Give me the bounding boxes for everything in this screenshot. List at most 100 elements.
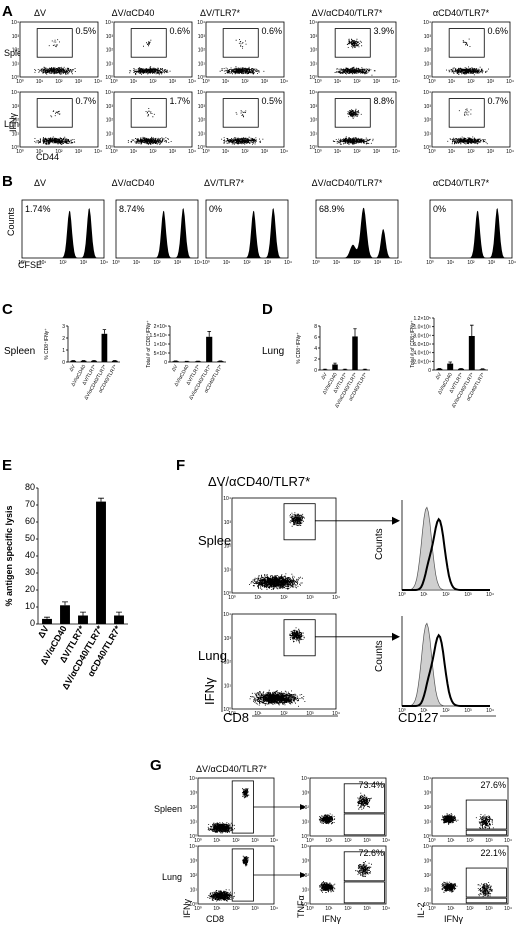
- panel-c-total-chart-bar-3: [206, 336, 213, 362]
- panel-a-lung-3-positive-cloud: [347, 108, 362, 119]
- panel-b-hist-2-xtick: 10⁰: [202, 260, 210, 266]
- panel-f-spleen-xtick: 10⁰: [228, 595, 236, 601]
- panel-f-spleen-hist-xtick: 10³: [464, 592, 472, 598]
- panel-f-lung-hist-axes: [401, 616, 490, 707]
- panel-a-spleen-4-percent: 0.6%: [487, 26, 508, 36]
- panel-f-lung-arrow-head: [392, 632, 400, 641]
- panel-b-hist-1-percent: 8.74%: [119, 204, 145, 214]
- panel-d-percent-chart-ytick-label: 2: [314, 357, 317, 363]
- panel-g-spleen-cd8-ytick: 10³: [190, 791, 198, 797]
- panel-g-lung-cd8-negative-cloud: [207, 889, 235, 902]
- panel-a-spleen-2-ytick: 10⁴: [197, 20, 205, 26]
- panel-a-lung-1-xtick: 10¹: [130, 149, 138, 155]
- panel-a-spleen-3-percent: 3.9%: [373, 26, 394, 36]
- panel-f-spleen-xtick: 10³: [306, 595, 314, 601]
- panel-g-spleen-cd8-xtick: 10¹: [213, 838, 221, 844]
- panel-b-hist-1-xtick: 10¹: [133, 260, 141, 266]
- panel-b-hist-1-xtick: 10⁰: [112, 260, 120, 266]
- panel-c-percent-chart-bar-3: [101, 333, 108, 362]
- panel-label-g: G: [150, 757, 162, 774]
- panel-g-row-spleen: Spleen: [154, 804, 182, 814]
- panel-g-lung-il2-gate-lower: [465, 897, 507, 904]
- panel-b-col-0: ΔV: [34, 178, 46, 188]
- panel-e-lysis-chart-ytick-label: 0: [30, 618, 35, 628]
- panel-a-lung-3-xtick: 10⁰: [314, 149, 322, 155]
- panel-f-spleen-hist-isotype: [402, 506, 490, 591]
- panel-d-percent-chart-bar-1: [332, 364, 338, 370]
- panel-label-f: F: [176, 457, 185, 474]
- panel-e-lysis-chart-ylabel: % antigen specific lysis: [4, 505, 14, 606]
- panel-a-x-label: CD44: [36, 152, 59, 162]
- panel-d-percent-chart-bar-2: [342, 369, 348, 370]
- panel-a-spleen-4-xtick: 10²: [467, 79, 475, 85]
- panel-a-spleen-4-ytick: 10⁰: [423, 75, 431, 81]
- panel-a-spleen-2-ytick: 10³: [198, 34, 206, 40]
- panel-a-spleen-2-xtick: 10³: [261, 79, 269, 85]
- panel-a-spleen-0-xtick: 10⁰: [16, 79, 24, 85]
- panel-a-lung-4-frame: [431, 91, 511, 148]
- panel-b-hist-0-xtick: 10⁰: [18, 260, 26, 266]
- panel-e-lysis-chart-bar-0: [42, 618, 52, 624]
- panel-e-lysis-chart-ytick-label: 70: [25, 499, 35, 509]
- panel-d-total-chart-ytick-label: 4.0×10⁴: [413, 351, 431, 357]
- panel-e-lysis-chart-ytick-label: 20: [25, 584, 35, 594]
- panel-a-spleen-0-positive-cloud: [48, 39, 60, 48]
- panel-b-hist-1-xtick: 10⁴: [194, 260, 202, 266]
- panel-g-spleen-tnf-gate-lower: [343, 813, 385, 836]
- panel-d-percent-chart-bar-3: [352, 336, 358, 370]
- panel-a-lung-2-gate: [222, 98, 259, 128]
- panel-a-spleen-4-ytick: 10³: [424, 34, 432, 40]
- panel-a-spleen-0-xtick: 10²: [55, 79, 63, 85]
- panel-c-percent-chart-ytick-label: 3: [62, 324, 65, 330]
- panel-g-lung-il2-ytick: 10⁴: [423, 844, 431, 850]
- panel-a-spleen-4-xtick: 10⁰: [428, 79, 436, 85]
- panel-f-spleen-ytick: 10⁴: [223, 496, 231, 502]
- panel-a-row-lung: Lung: [4, 119, 24, 129]
- panel-a-spleen-0-ytick: 10²: [12, 48, 20, 54]
- panel-a-spleen-4-xtick: 10¹: [448, 79, 456, 85]
- panel-a-lung-4-ytick: 10³: [424, 104, 432, 110]
- panel-g-x-mid: IFNγ: [322, 914, 341, 924]
- panel-a-lung-3-gate: [334, 98, 371, 128]
- panel-b-hist-4-xtick: 10³: [488, 260, 496, 266]
- panel-a-lung-0-ytick: 10⁴: [11, 90, 19, 96]
- panel-c-total-chart-axes: [169, 326, 226, 363]
- panel-g-x-right: IFNγ: [444, 914, 463, 924]
- panel-c-percent-chart-axes: [67, 326, 120, 363]
- panel-g-spleen-cd8-xtick: 10⁰: [194, 838, 202, 844]
- panel-f-lung-xtick: 10¹: [254, 711, 262, 717]
- panel-g-y-mid: TNFα: [296, 895, 306, 918]
- panel-a-lung-1-ytick: 10³: [106, 104, 114, 110]
- panel-a-lung-4-xtick: 10²: [467, 149, 475, 155]
- panel-a-spleen-4-ytick: 10¹: [424, 61, 432, 67]
- panel-c-percent-chart-ytick-label: 1: [62, 348, 65, 354]
- panel-a-lung-3-xtick: 10²: [353, 149, 361, 155]
- panel-f-spleen-hist-xtick: 10⁰: [398, 592, 406, 598]
- panel-d-percent-chart-ytick-label: 4: [314, 346, 317, 352]
- panel-a-spleen-1-ytick: 10²: [106, 48, 114, 54]
- panel-g-lung-tnf-gate-lower: [343, 881, 385, 904]
- panel-c-percent-chart-ylabel: % CD8⁺IFNγ⁺: [44, 328, 50, 360]
- panel-g-lung-cd8-ytick: 10⁴: [189, 844, 197, 850]
- panel-f-lung-ytick: 10⁴: [223, 612, 231, 618]
- panel-b-hist-0-xtick: 10²: [59, 260, 67, 266]
- panel-a-lung-2-ytick: 10³: [198, 104, 206, 110]
- panel-c-total-chart-bar-1: [183, 361, 190, 362]
- panel-c-percent-chart-bar-4: [111, 360, 118, 362]
- panel-e-lysis-chart-ytick-label: 40: [25, 550, 35, 560]
- panel-a-lung-3-ytick: 10³: [310, 104, 318, 110]
- panel-g-lung-tnf-xtick: 10⁴: [382, 906, 390, 912]
- panel-a-spleen-3-ytick: 10⁴: [309, 20, 317, 26]
- panel-label-d: D: [262, 301, 273, 318]
- panel-label-b: B: [2, 173, 13, 190]
- panel-f-lung-ytick: 10³: [224, 636, 232, 642]
- panel-a-spleen-4-positive-cloud: [462, 38, 471, 47]
- panel-d-total-chart-category-0: ΔV: [435, 371, 444, 380]
- panel-a-lung-4-ytick: 10⁴: [423, 90, 431, 96]
- panel-a-lung-2-negative-cloud: [221, 136, 264, 145]
- panel-c-percent-chart-bar-1: [80, 360, 87, 362]
- panel-f-spleen-xtick: 10⁴: [332, 595, 340, 601]
- panel-c-percent-chart-category-0: ΔV: [68, 363, 77, 372]
- panel-f-lung-positive-cloud: [289, 627, 305, 644]
